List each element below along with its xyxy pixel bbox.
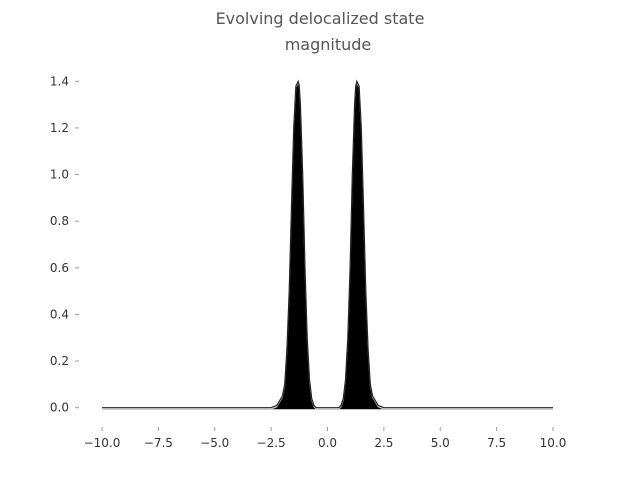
y-tick-label: 0.6 (50, 261, 69, 275)
x-tick-label: 5.0 (431, 436, 450, 450)
chart-title-line2: magnitude (285, 35, 372, 54)
x-tick-label: −10.0 (84, 436, 121, 450)
x-tick-label: −2.5 (257, 436, 286, 450)
series-line (102, 79, 553, 409)
x-tick-label: −5.0 (200, 436, 229, 450)
chart-title-line1: Evolving delocalized state (216, 9, 425, 28)
plot-area (102, 79, 553, 410)
x-tick-label: −7.5 (144, 436, 173, 450)
y-tick-label: 0.4 (50, 307, 69, 321)
y-tick-label: 1.2 (50, 121, 69, 135)
x-axis: −10.0 −7.5 −5.0 −2.5 0.0 2.5 5.0 7.5 10.0 (84, 427, 567, 450)
y-tick-label: 1.4 (50, 74, 69, 88)
x-tick-label: 7.5 (487, 436, 506, 450)
y-axis: 0.0 0.2 0.4 0.6 0.8 1.0 1.2 1.4 (50, 74, 79, 415)
y-tick-label: 0.0 (50, 401, 69, 415)
series-line-shadow (102, 81, 553, 410)
x-tick-label: 10.0 (540, 436, 567, 450)
y-tick-label: 1.0 (50, 168, 69, 182)
y-tick-label: 0.2 (50, 354, 69, 368)
x-tick-label: 2.5 (374, 436, 393, 450)
y-tick-label: 0.8 (50, 214, 69, 228)
x-tick-label: 0.0 (318, 436, 337, 450)
